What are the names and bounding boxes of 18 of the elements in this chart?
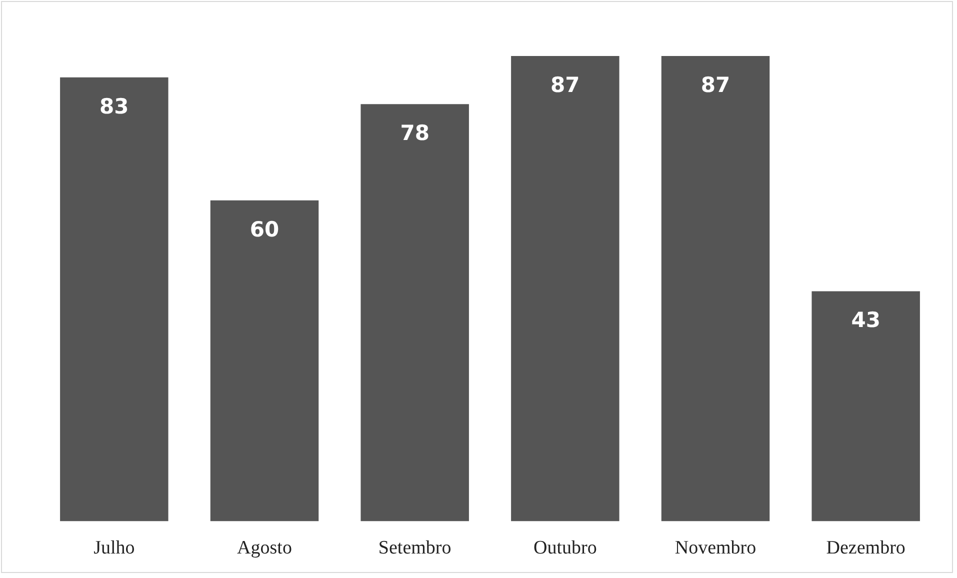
x-tick-label: Julho: [94, 538, 135, 559]
bar: [661, 56, 770, 522]
data-label: 43: [851, 308, 880, 332]
x-tick-label: Agosto: [237, 538, 292, 559]
x-tick-label: Dezembro: [826, 538, 906, 559]
data-label: 78: [400, 121, 430, 146]
bar: [812, 291, 920, 522]
x-tick-label: Novembro: [674, 538, 756, 559]
x-tick-label: Setembro: [378, 538, 452, 559]
data-label: 87: [550, 72, 580, 97]
bar: [210, 200, 319, 522]
data-label: 60: [250, 217, 280, 242]
x-tick-label: Outubro: [534, 538, 597, 559]
bar: [511, 56, 620, 522]
data-label: 87: [700, 72, 730, 97]
data-label: 83: [100, 94, 129, 118]
bar: [60, 77, 168, 522]
bar: [360, 104, 469, 522]
